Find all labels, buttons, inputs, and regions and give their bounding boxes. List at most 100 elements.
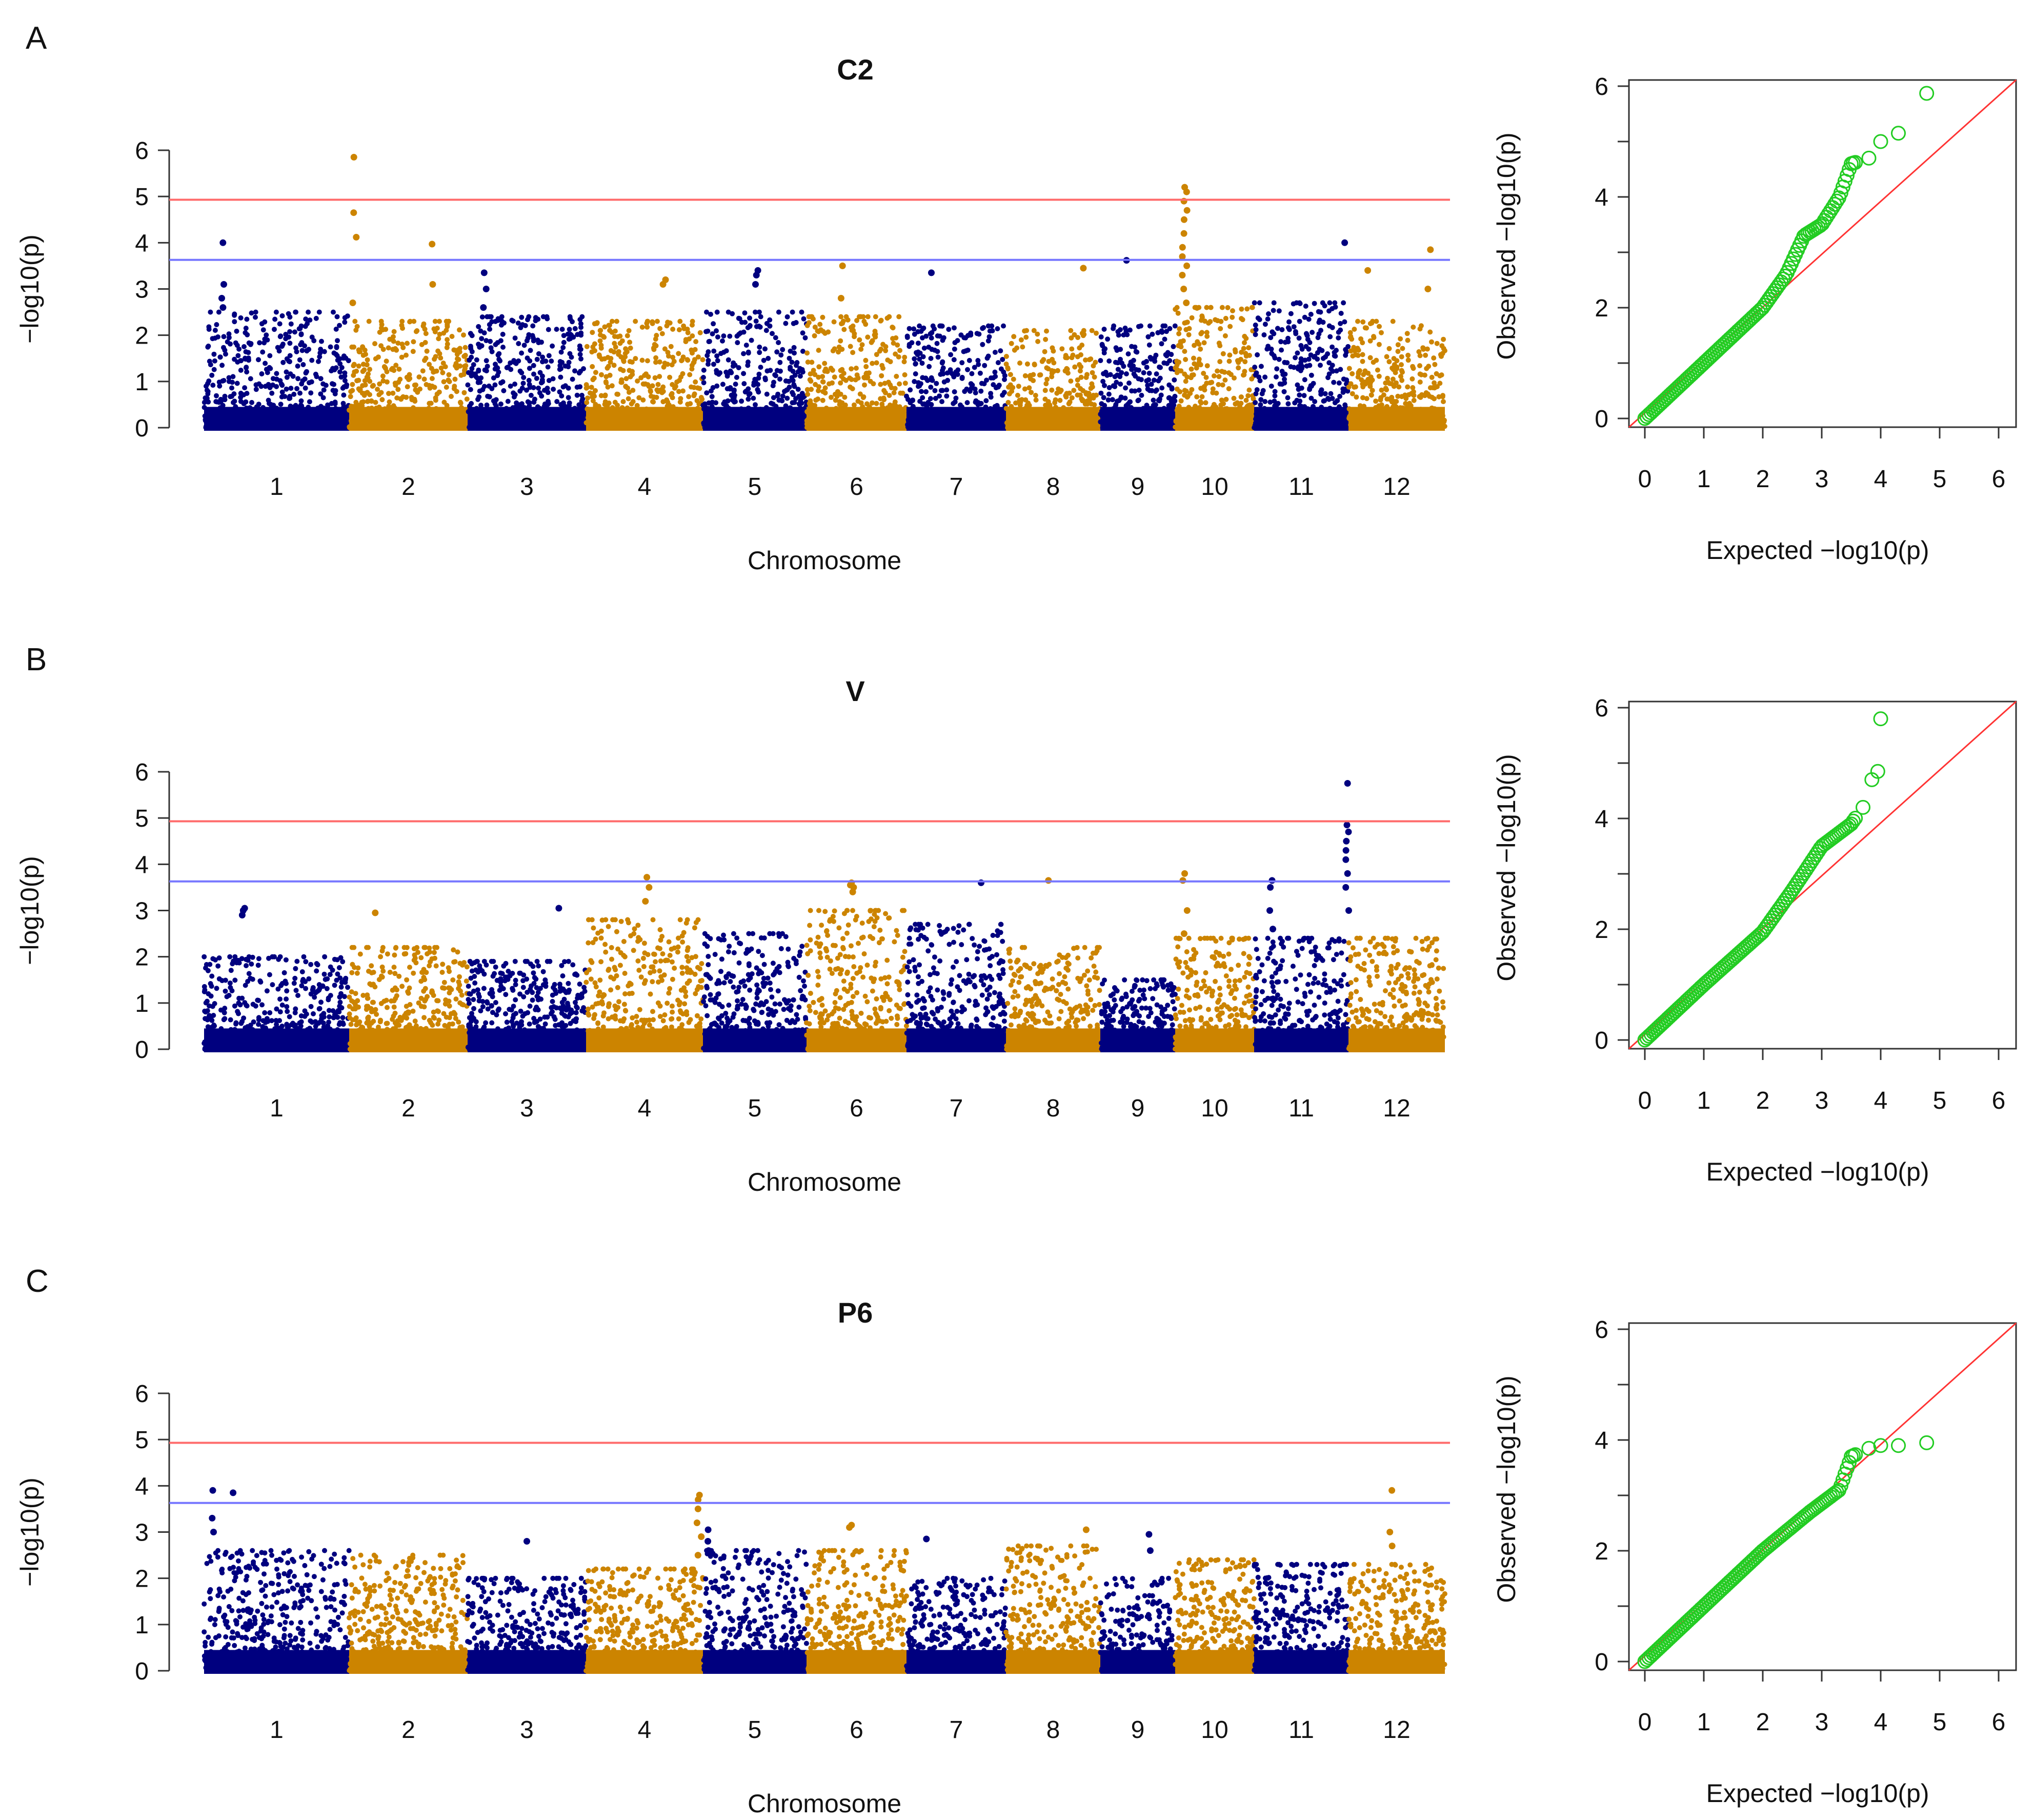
snp-point — [269, 391, 274, 396]
snp-point — [1063, 353, 1069, 358]
snp-point — [919, 389, 924, 394]
snp-point — [341, 392, 346, 397]
snp-point — [973, 399, 978, 405]
snp-point — [896, 354, 901, 359]
snp-point — [1328, 391, 1334, 396]
snp-point — [487, 322, 492, 327]
snp-point — [449, 394, 454, 399]
snp-point — [1166, 383, 1172, 388]
snp-point — [536, 386, 541, 391]
snp-point — [799, 310, 804, 315]
snp-point — [468, 346, 473, 351]
snp-point — [390, 391, 395, 396]
snp-point — [1008, 372, 1013, 377]
snp-point — [585, 385, 590, 390]
snp-point — [1330, 325, 1335, 330]
snp-point — [254, 387, 259, 392]
snp-point — [874, 401, 879, 406]
snp-point — [686, 394, 691, 399]
snp-point — [640, 397, 646, 403]
snp-point — [457, 327, 462, 332]
snp-point — [929, 377, 934, 383]
snp-point — [865, 334, 870, 339]
snp-point — [893, 335, 898, 341]
snp-point — [1255, 352, 1260, 357]
snp-point — [1202, 340, 1207, 345]
snp-point — [1029, 390, 1034, 395]
snp-point — [805, 392, 810, 397]
snp-point — [1298, 361, 1303, 366]
snp-point — [488, 339, 493, 344]
snp-point — [1316, 331, 1321, 336]
snp-point — [206, 399, 211, 405]
snp-point — [371, 383, 376, 388]
snp-point — [1302, 393, 1307, 398]
snp-point — [476, 394, 481, 399]
snp-point — [1215, 369, 1220, 374]
snp-point — [838, 314, 843, 319]
snp-point — [525, 355, 530, 361]
snp-point — [726, 398, 731, 404]
snp-point — [578, 356, 583, 362]
snp-point — [570, 319, 575, 324]
snp-point — [762, 375, 768, 381]
snp-point — [964, 387, 969, 392]
snp-density-band — [1006, 407, 1100, 431]
snp-point — [1114, 345, 1119, 350]
snp-point — [988, 329, 993, 334]
snp-point — [1303, 304, 1308, 309]
snp-point — [701, 375, 706, 380]
snp-point — [293, 310, 298, 315]
snp-point — [1330, 345, 1335, 350]
snp-point — [707, 401, 712, 406]
snp-point — [757, 310, 762, 315]
snp-point — [1022, 328, 1027, 333]
y-tick-label: 3 — [135, 276, 149, 304]
snp-point — [348, 394, 353, 399]
snp-point — [774, 349, 779, 354]
snp-point — [584, 400, 589, 405]
snp-point — [832, 319, 837, 325]
snp-point — [342, 319, 347, 325]
snp-point — [728, 385, 733, 390]
snp-point — [1306, 347, 1312, 352]
snp-point — [1126, 351, 1131, 356]
snp-point — [841, 327, 847, 332]
snp-density-band — [349, 407, 468, 431]
snp-point — [1025, 362, 1030, 367]
snp-point — [575, 332, 580, 337]
snp-point — [720, 338, 725, 344]
snp-point — [1420, 345, 1425, 350]
snp-point — [677, 327, 682, 332]
snp-point — [463, 353, 468, 358]
snp-point — [721, 333, 726, 338]
snp-point — [223, 394, 228, 399]
snp-point — [1318, 363, 1323, 368]
snp-point — [755, 387, 760, 392]
snp-point — [670, 362, 675, 367]
snp-point — [1087, 357, 1092, 362]
snp-point — [1269, 351, 1274, 356]
snp-point — [1218, 319, 1223, 324]
snp-point — [633, 319, 638, 324]
snp-point — [908, 387, 913, 392]
snp-point — [590, 345, 595, 350]
snp-point — [903, 381, 908, 386]
snp-point — [1152, 359, 1157, 364]
snp-point — [618, 341, 623, 346]
snp-point — [334, 344, 339, 349]
snp-point — [1286, 325, 1291, 330]
snp-point — [699, 397, 704, 402]
snp-point — [625, 333, 630, 338]
snp-point — [476, 324, 481, 329]
snp-point — [660, 331, 665, 336]
snp-point — [592, 321, 597, 326]
snp-point — [782, 389, 787, 394]
snp-point — [664, 397, 669, 403]
snp-point — [212, 358, 217, 364]
snp-point — [650, 383, 655, 388]
snp-point — [487, 384, 492, 389]
snp-point — [1360, 319, 1365, 325]
snp-point — [921, 354, 926, 359]
snp-point — [498, 402, 504, 407]
